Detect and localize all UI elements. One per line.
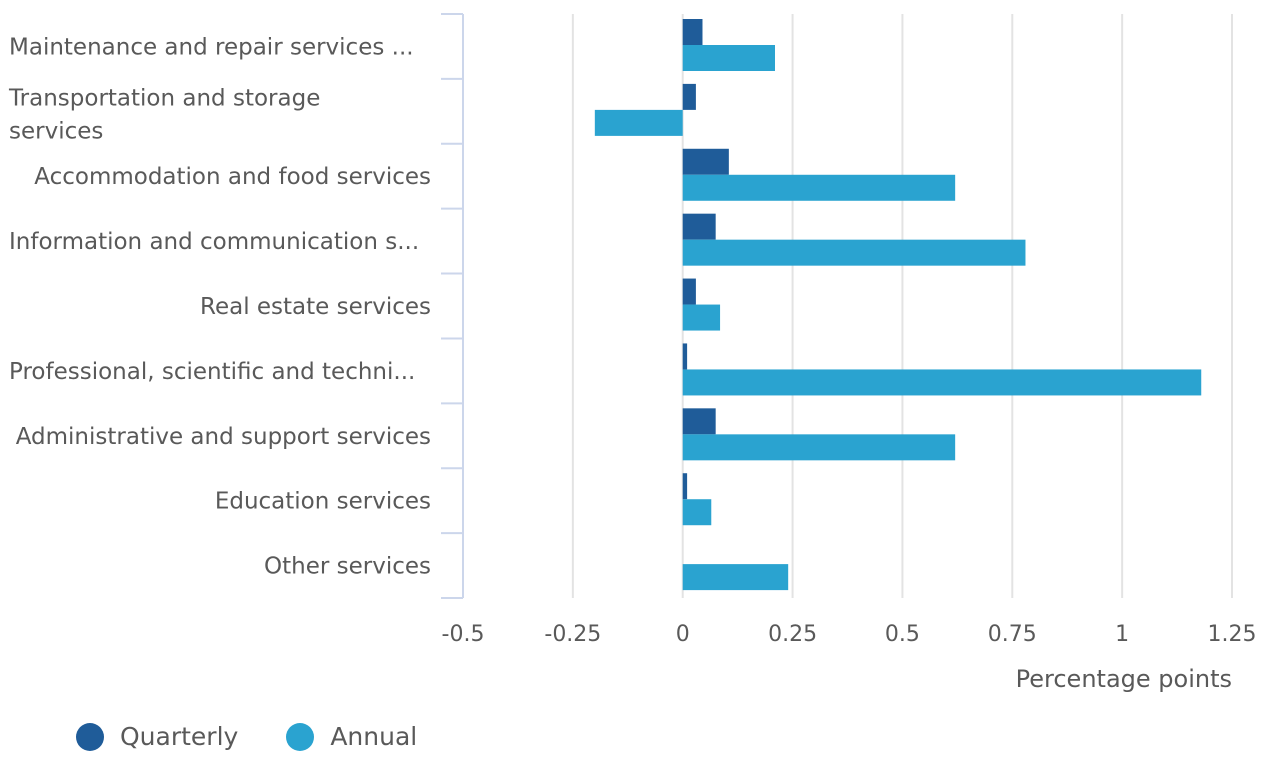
bar-annual[interactable]	[682, 45, 775, 71]
category-label: Transportation and storage services	[8, 85, 320, 144]
category-label: Information and communication s...	[9, 229, 419, 255]
bar-quarterly[interactable]	[682, 19, 703, 45]
legend-label-annual: Annual	[330, 722, 418, 751]
x-tick-label: 1.25	[1208, 622, 1257, 647]
chart-svg: Maintenance and repair services ... Trans…	[8, 13, 1257, 693]
legend: Quarterly Annual	[76, 722, 417, 751]
x-tick-label: 0.5	[885, 622, 920, 647]
bar-quarterly[interactable]	[682, 213, 716, 240]
bar-annual[interactable]	[682, 369, 1202, 396]
bar-annual[interactable]	[682, 564, 789, 591]
bar-quarterly[interactable]	[682, 278, 696, 305]
category-label: Other services	[264, 554, 431, 580]
category-label: Administrative and support services	[16, 424, 431, 450]
bar-annual[interactable]	[682, 239, 1026, 266]
gridlines	[571, 14, 1233, 598]
legend-item-quarterly[interactable]: Quarterly	[76, 722, 238, 751]
category-label: Accommodation and food services	[34, 164, 431, 190]
legend-marker-annual	[286, 722, 315, 751]
bar-quarterly[interactable]	[682, 473, 688, 500]
bars	[594, 19, 1202, 591]
x-tick-label: 0	[676, 622, 690, 647]
bar-quarterly[interactable]	[682, 83, 696, 110]
bar-annual[interactable]	[594, 109, 683, 136]
x-tick-label: -0.25	[544, 622, 601, 647]
x-tick-labels: -0.5 -0.25 0 0.25 0.5 0.75 1 1.25	[442, 622, 1257, 647]
x-tick-label: 0.75	[988, 622, 1037, 647]
bar-annual[interactable]	[682, 434, 956, 461]
x-tick-label: 0.25	[768, 622, 817, 647]
legend-label-quarterly: Quarterly	[120, 722, 239, 751]
bar-annual[interactable]	[682, 304, 721, 331]
bar-annual[interactable]	[682, 174, 956, 201]
bar-quarterly[interactable]	[682, 148, 729, 175]
legend-item-annual[interactable]: Annual	[286, 722, 417, 751]
category-label: Real estate services	[200, 294, 431, 320]
x-axis-title: Percentage points	[1016, 665, 1232, 693]
bar-quarterly[interactable]	[682, 408, 716, 435]
legend-marker-quarterly	[76, 722, 104, 751]
x-tick-label: -0.5	[442, 622, 485, 647]
y-axis	[441, 13, 464, 599]
bar-annual[interactable]	[682, 499, 712, 526]
category-label: Maintenance and repair services ...	[9, 34, 414, 60]
category-label: Education services	[215, 489, 431, 515]
bar-quarterly[interactable]	[682, 343, 688, 370]
x-tick-label: 1	[1115, 622, 1129, 647]
category-labels: Maintenance and repair services ... Trans…	[8, 34, 431, 579]
category-label: Professional, scientific and techni...	[9, 359, 415, 385]
